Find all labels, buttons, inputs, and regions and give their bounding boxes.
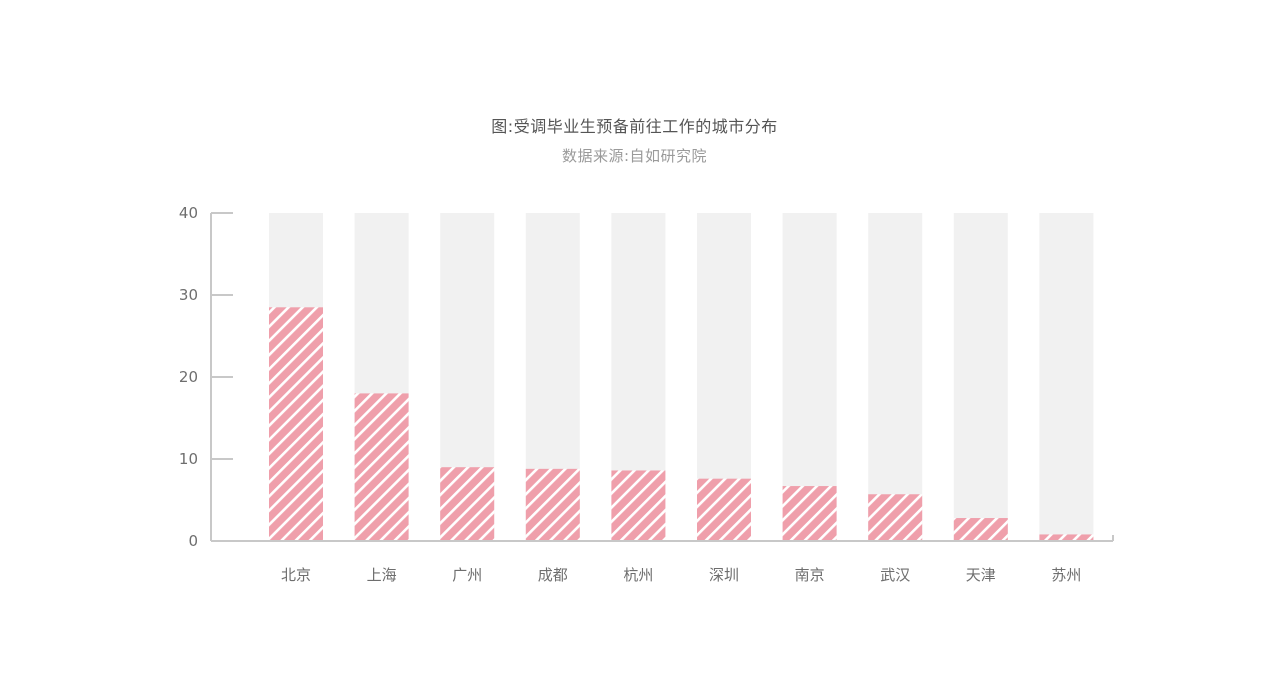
data-bars [269,307,1094,541]
y-tick-label: 10 [179,450,198,468]
x-tick-label: 广州 [452,566,482,584]
x-tick-label: 北京 [281,566,311,584]
bar-7 [782,486,837,541]
bar-background-8 [868,213,923,541]
bar-9 [953,518,1008,541]
y-tick-label: 30 [179,286,198,304]
x-tick-label: 杭州 [623,566,653,584]
bar-6 [697,478,751,541]
bar-4 [525,468,580,541]
y-axis-ticks: 0 10 20 30 40 [179,204,233,550]
x-tick-label: 南京 [795,566,825,584]
bar-background-9 [953,213,1008,541]
y-tick-label: 20 [179,368,198,386]
bar-2 [354,393,409,541]
x-axis-labels: 北京 上海 广州 成都 杭州 深圳 南京 武汉 天津 苏州 [281,566,1081,584]
bar-1 [269,307,323,541]
bar-5 [611,470,666,541]
x-tick-label: 天津 [966,566,996,584]
bar-background-10 [1039,213,1094,541]
bar-8 [868,494,923,541]
bar-3 [440,467,495,541]
x-tick-label: 深圳 [709,566,739,584]
bar-10 [1039,534,1094,541]
y-tick-label: 0 [188,532,198,550]
chart-subtitle: 数据来源:自如研究院 [561,147,708,165]
x-tick-label: 武汉 [880,566,910,584]
x-tick-label: 苏州 [1051,566,1081,584]
y-tick-label: 40 [179,204,198,222]
x-tick-label: 上海 [367,566,397,584]
chart-title: 图:受调毕业生预备前往工作的城市分布 [491,117,778,136]
x-tick-label: 成都 [538,566,568,584]
